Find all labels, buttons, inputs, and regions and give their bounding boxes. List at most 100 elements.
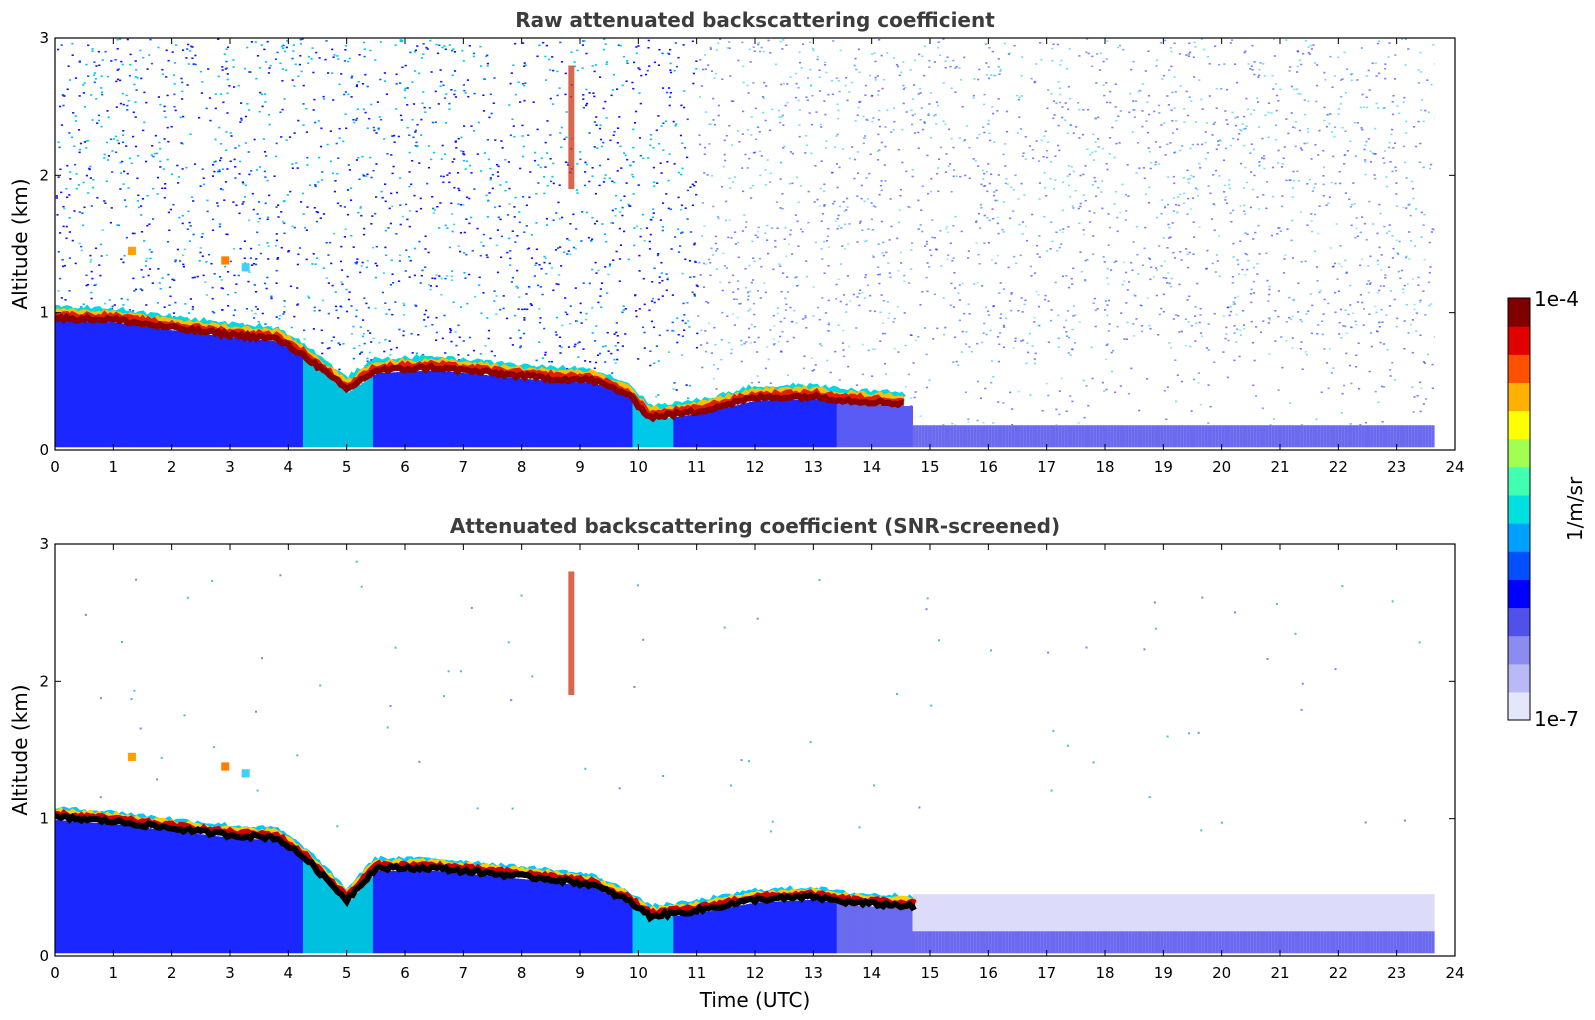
noise-pixel [538,264,541,266]
noise-pixel [1249,68,1252,70]
noise-pixel [750,197,753,199]
noise-pixel [569,323,572,325]
noise-pixel [780,83,783,86]
noise-pixel [975,221,978,224]
noise-pixel [679,134,683,137]
noise-pixel [585,104,588,107]
noise-pixel [633,122,637,124]
noise-pixel [979,203,983,206]
noise-pixel [1319,289,1322,292]
layer-column [66,321,71,448]
noise-pixel [1065,319,1068,322]
noise-pixel [361,83,365,85]
noise-pixel [235,204,238,207]
noise-pixel [233,158,236,161]
noise-pixel [1354,155,1357,157]
noise-pixel [485,55,488,58]
noise-pixel [453,51,456,53]
noise-pixel [781,330,784,333]
noise-pixel [855,384,859,386]
noise-pixel [369,49,372,52]
noise-pixel [1424,109,1427,112]
noise-pixel [754,234,757,237]
noise-pixel [533,275,536,277]
noise-pixel [382,272,385,274]
noise-pixel [1057,124,1060,127]
noise-pixel [337,157,340,159]
layer-column [355,386,359,448]
noise-pixel [427,316,430,319]
noise-pixel [1072,315,1075,317]
noise-pixel [823,205,826,207]
noise-pixel [661,87,665,89]
noise-pixel [967,418,970,420]
noise-pixel [225,233,228,235]
noise-pixel [930,254,933,257]
noise-pixel [1143,247,1146,250]
noise-pixel [712,97,715,100]
noise-pixel [980,183,983,186]
noise-pixel [177,176,180,178]
noise-pixel [361,155,364,158]
layer-column [63,321,68,448]
noise-pixel [1268,318,1272,321]
noise-pixel [563,251,566,254]
noise-pixel [420,57,424,59]
noise-pixel [539,317,542,319]
noise-pixel [1378,72,1381,75]
noise-pixel [820,126,823,128]
layer-column [670,417,674,448]
noise-pixel [907,373,910,376]
noise-pixel [1207,323,1210,325]
noise-pixel [300,201,303,203]
noise-pixel [748,157,751,160]
noise-pixel [1017,390,1020,393]
noise-pixel [77,129,81,131]
noise-pixel [1072,207,1075,209]
noise-pixel [1427,111,1430,114]
noise-pixel [963,56,966,59]
noise-pixel [669,62,672,65]
noise-pixel [913,59,916,62]
noise-pixel [1239,128,1242,131]
noise-pixel [1188,42,1191,44]
noise-pixel [238,160,242,163]
noise-pixel [1405,177,1408,179]
noise-pixel [368,351,372,354]
noise-pixel [769,382,772,384]
noise-pixel [116,224,119,226]
noise-pixel [751,240,754,243]
noise-pixel [372,337,375,340]
noise-pixel [999,332,1002,334]
noise-pixel [1115,190,1118,193]
noise-pixel [954,287,957,289]
noise-pixel [1174,91,1177,93]
noise-pixel [1316,280,1319,282]
noise-pixel [298,63,301,66]
noise-pixel [1381,321,1384,323]
noise-pixel [913,396,916,399]
noise-pixel [259,252,262,255]
noise-pixel [1230,221,1233,223]
noise-pixel [595,220,599,222]
noise-pixel [1082,229,1085,231]
noise-pixel [1176,212,1179,214]
noise-pixel [808,112,811,114]
layer-column [676,416,680,448]
noise-pixel [861,291,864,294]
noise-pixel [119,79,122,82]
noise-pixel [919,415,922,417]
noise-pixel [1340,95,1343,98]
noise-pixel [161,73,164,76]
noise-pixel [1320,391,1323,394]
noise-pixel [632,87,635,90]
noise-pixel [1173,42,1176,45]
noise-pixel [374,59,377,61]
noise-pixel [83,141,86,143]
layer-column [241,338,246,448]
noise-pixel [497,175,500,178]
noise-pixel [591,175,594,177]
noise-pixel [1426,79,1429,81]
noise-pixel [1194,306,1197,308]
noise-pixel [444,153,447,155]
